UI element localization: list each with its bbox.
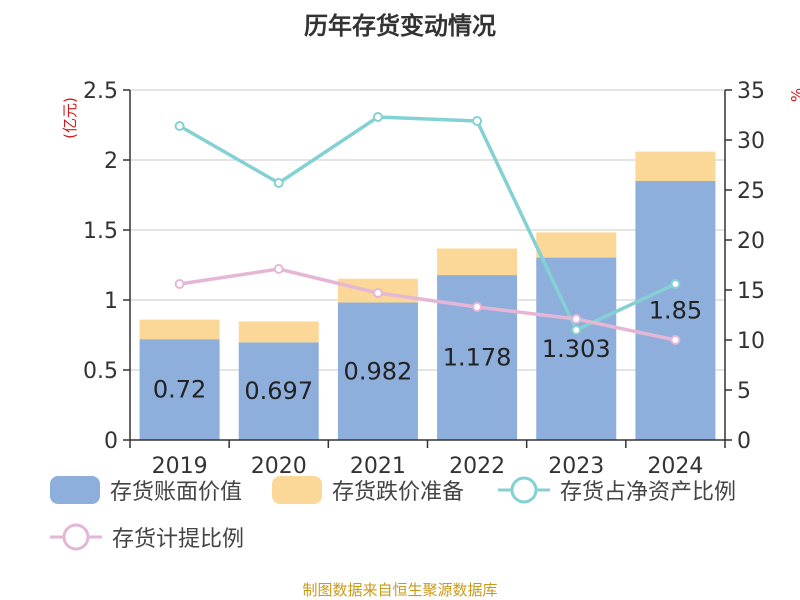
legend-label-net-asset-ratio: 存货占净资产比例 [560, 480, 737, 505]
x-axis-tick-label: 2019 [152, 454, 208, 479]
bar-impairment [635, 151, 716, 181]
legend-label-book-value: 存货账面价值 [110, 480, 243, 505]
x-axis-tick-label: 2024 [647, 454, 703, 479]
left-axis-tick-label: 0 [104, 429, 118, 454]
bar-impairment [536, 232, 617, 258]
bar-impairment [437, 248, 518, 276]
point-provision-ratio [670, 335, 681, 345]
right-axis-unit: % [788, 88, 800, 102]
point-provision-ratio [174, 279, 185, 289]
left-axis-unit: (亿元) [61, 97, 79, 139]
lines [174, 112, 681, 345]
left-axis-tick-label: 2 [104, 149, 118, 174]
legend-item-net-asset-ratio: 存货占净资产比例 [498, 474, 736, 506]
x-axis-tick-label: 2021 [350, 454, 406, 479]
bar-value-label: 1.178 [443, 344, 512, 372]
bar-value-label: 0.697 [244, 377, 313, 405]
right-axis-tick-label: 15 [737, 279, 765, 304]
legend-item-impairment: 存货跌价准备 [272, 474, 464, 506]
bar-impairment [238, 321, 319, 343]
bar-book-value [635, 181, 716, 440]
bar-value-labels: 0.72 0.697 0.982 1.178 1.303 1.85 [153, 297, 702, 406]
source-note: 制图数据来自恒生聚源数据库 [302, 581, 498, 599]
point-provision-ratio [472, 302, 483, 312]
point-net-asset-ratio [372, 112, 383, 122]
chart-title: 历年存货变动情况 [304, 12, 496, 40]
bars [139, 151, 716, 440]
bar-value-label: 1.303 [542, 335, 611, 363]
bar-book-value [238, 342, 319, 440]
legend-swatch-impairment [272, 476, 322, 504]
right-axis-tick-label: 0 [737, 429, 751, 454]
right-axis-tick-label: 20 [737, 229, 765, 254]
bar-value-label: 1.85 [649, 297, 702, 325]
bar-book-value [337, 302, 418, 440]
point-net-asset-ratio [273, 178, 284, 188]
x-axis-tick-label: 2020 [251, 454, 307, 479]
point-net-asset-ratio [670, 279, 681, 289]
bar-book-value [536, 257, 617, 440]
x-axis-tick-label: 2023 [548, 454, 604, 479]
legend-swatch-provision-ratio [50, 523, 102, 551]
bar-impairment [139, 319, 220, 340]
right-axis-tick-label: 25 [737, 179, 765, 204]
x-axis-tick-label: 2022 [449, 454, 505, 479]
legend-label-provision-ratio: 存货计提比例 [112, 527, 245, 552]
left-axis-tick-label: 1.5 [83, 219, 118, 244]
legend-swatch-net-asset-ratio [498, 476, 550, 504]
point-net-asset-ratio [472, 116, 483, 126]
bar-value-label: 0.72 [153, 376, 206, 404]
line-provision-ratio [179, 267, 676, 342]
right-axis-tick-label: 35 [737, 79, 765, 104]
left-axis-tick-label: 2.5 [83, 79, 118, 104]
point-net-asset-ratio [571, 325, 582, 335]
bar-book-value [139, 339, 220, 440]
point-net-asset-ratio [174, 121, 185, 131]
right-axis-tick-label: 5 [737, 379, 751, 404]
point-provision-ratio [372, 288, 383, 298]
axes: 0 0.5 1 1.5 2 2.5 0 5 10 15 20 25 30 35 (亿元)% 2019 2020 2… [61, 79, 800, 479]
left-axis-tick-label: 1 [104, 289, 118, 314]
point-provision-ratio [571, 314, 582, 324]
right-axis-tick-label: 30 [737, 129, 765, 154]
legend-item-provision-ratio: 存货计提比例 [50, 521, 244, 553]
point-provision-ratio [273, 264, 284, 274]
left-axis-tick-label: 0.5 [83, 359, 118, 384]
legend-item-book-value: 存货账面价值 [50, 474, 242, 506]
legend-swatch-book-value [50, 476, 100, 504]
right-axis-tick-label: 10 [737, 329, 765, 354]
bar-value-label: 0.982 [344, 357, 413, 385]
legend-label-impairment: 存货跌价准备 [332, 480, 465, 505]
